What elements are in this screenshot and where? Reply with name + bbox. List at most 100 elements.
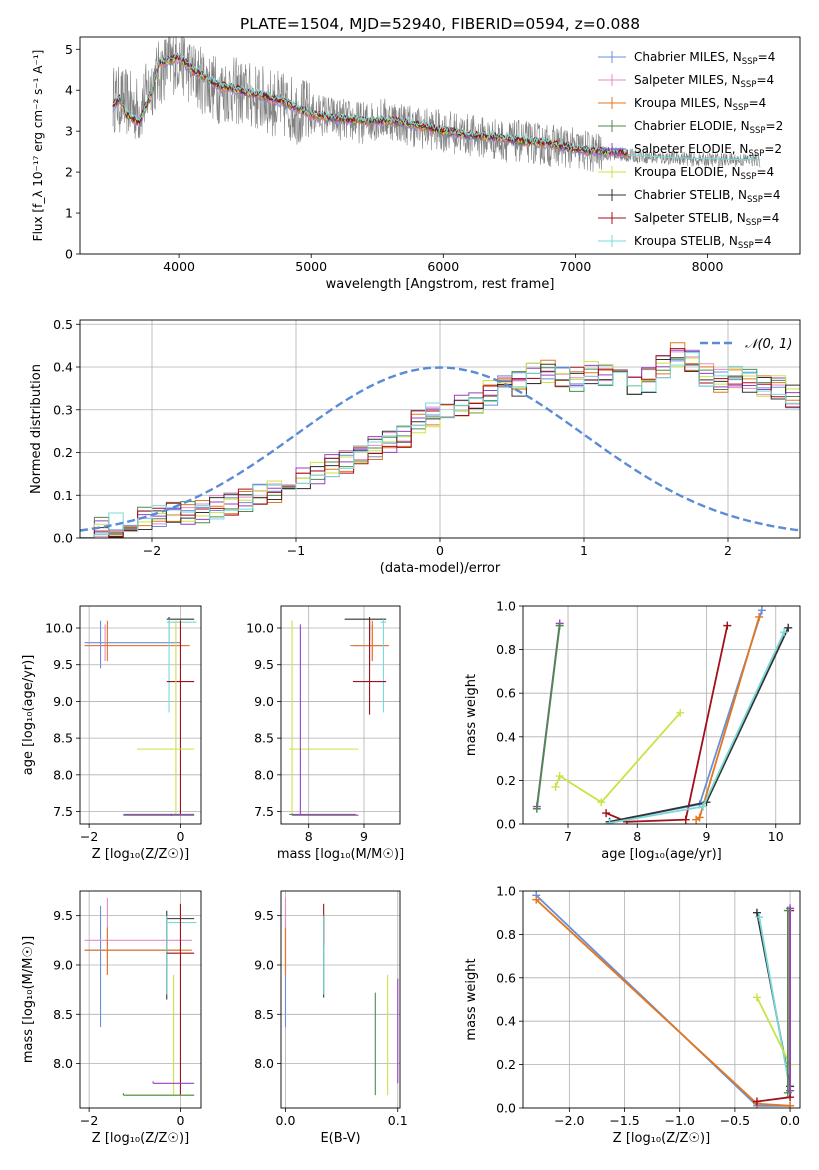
y-tick-label: 0.4 [496,729,516,744]
weight-series-line [756,996,791,1065]
histogram-series [80,349,800,538]
weight-point-marker [597,798,606,807]
x-tick-label: 7 [564,829,572,844]
errorbar-point [352,620,387,715]
x-tick-label: 1 [580,543,588,558]
y-tick-label: 5 [65,42,73,57]
weight-point-marker [757,606,766,615]
y-axis-label: Flux [f_λ 10⁻¹⁷ erg cm⁻² s⁻¹ A⁻¹] [31,50,45,242]
weight-point-marker [551,782,560,791]
weight-point-marker [786,1101,795,1108]
y-tick-label: 9.5 [53,908,73,923]
y-tick-label: 0.5 [53,317,73,332]
y-tick-label: 0.0 [496,817,516,832]
legend-text: Salpeter STELIB, N [634,211,746,225]
legend-suffix: =4 [763,188,781,202]
legend-subscript: SSP [748,149,764,159]
y-axis-label: age [log₁₀(age/yr)] [21,655,36,776]
errorbar-point [380,619,387,713]
y-tick-label: 8.5 [53,731,73,746]
plot-area [80,891,201,1108]
weight-series-line [536,625,561,809]
y-tick-label: 0.3 [53,402,73,417]
legend-text: Chabrier STELIB, N [634,188,747,202]
x-axis-label: wavelength [Angstrom, rest frame] [326,277,555,292]
y-tick-label: 9.0 [53,957,73,972]
x-tick-label: 0 [176,1113,184,1128]
histogram-series [80,342,800,538]
legend-text: Chabrier MILES, N [634,50,742,64]
y-tick-label: 9.5 [53,657,73,672]
x-axis-label: mass [log₁₀(M/M☉)] [277,847,404,862]
figure-title: PLATE=1504, MJD=52940, FIBERID=0594, z=0… [240,15,640,33]
x-tick-label: −1.0 [665,1113,695,1128]
y-tick-label: 0.8 [496,927,516,942]
y-tick-label: 8.5 [254,1007,274,1022]
x-tick-label: 5000 [295,259,327,274]
y-axis-label: Normed distribution [29,364,44,494]
legend-subscript: SSP [746,218,762,228]
x-axis-label: (data-model)/error [380,561,501,576]
y-tick-label: 8.0 [53,1056,73,1071]
axes-frame [522,890,801,1109]
y-tick-label: 0.0 [53,531,73,546]
y-tick-label: 9.5 [254,908,274,923]
weight-point-marker [555,621,564,630]
legend-entry: Kroupa ELODIE, NSSP=4 [634,165,774,182]
x-axis-label: age [log₁₀(age/yr)] [601,847,722,862]
weight-point-marker [723,621,732,630]
weight-point-marker [555,772,564,781]
legend-entry: 𝒩(0, 1) [745,337,792,352]
legend-text: Salpeter MILES, N [634,73,741,87]
y-tick-label: 1.0 [496,599,516,614]
y-tick-label: 8.0 [53,767,73,782]
weight-point-marker [605,818,614,824]
panel-mass-vs-EBV: 0.0 0.1 8.0 8.5 9.0 9.5 E(B-V) [254,890,408,1146]
x-tick-label: −2 [80,1113,98,1128]
legend-entry: Chabrier MILES, NSSP=4 [634,50,775,67]
y-tick-label: 7.5 [254,804,274,819]
panel-weight-vs-Z: −2.0 −1.5 −1.0 −0.5 0.0 0.0 0.2 0.4 0.6 0.8 1.0 Z [… [464,884,801,1146]
errorbar-point [125,974,195,1096]
panel-residuals: −2 −1 0 1 2 0.0 0.1 0.2 0.3 0.4 0.5 (data-model)/er… [29,317,801,576]
legend-subscript: SSP [733,103,749,113]
histogram-series [80,349,800,538]
y-tick-label: 0.2 [496,773,516,788]
y-tick-label: 4 [65,83,73,98]
y-tick-label: 0 [65,247,73,262]
legend-text: Kroupa ELODIE, N [634,165,741,179]
legend-subscript: SSP [741,80,757,90]
y-axis-label: mass weight [464,674,479,756]
legend-entry: Chabrier ELODIE, NSSP=2 [634,119,783,136]
y-tick-label: 10.0 [45,621,73,636]
weight-point-marker [532,804,541,813]
errorbar-point [123,814,195,816]
x-tick-label: 4000 [163,259,195,274]
x-tick-label: 8000 [692,259,724,274]
y-tick-label: 0.6 [496,970,516,985]
histogram-series [80,352,800,538]
legend-suffix: =2 [766,119,784,133]
axes-frame [79,36,801,255]
y-tick-label: 10.0 [246,621,274,636]
x-tick-label: 0.0 [276,1113,296,1128]
legend-entry: Chabrier STELIB, NSSP=4 [634,188,781,205]
weight-series-line [554,712,681,804]
x-tick-label: 8 [305,829,313,844]
model-spectrum [112,52,629,156]
errorbar-point [289,620,359,816]
weight-series-line [605,625,729,823]
x-axis-label: Z [log₁₀(Z/Z☉)] [92,1131,189,1146]
legend-subscript: SSP [750,126,766,136]
legend-entry: Salpeter MILES, NSSP=4 [634,73,774,90]
errorbar-point [84,620,181,669]
y-tick-label: 8.5 [53,1007,73,1022]
axes-frame [79,605,202,825]
x-axis-label: Z [log₁₀(Z/Z☉)] [92,847,189,862]
y-tick-label: 0.8 [496,642,516,657]
y-tick-label: 8.0 [254,1056,274,1071]
plot-area [80,606,201,824]
legend-entry: Salpeter STELIB, NSSP=4 [634,211,779,228]
